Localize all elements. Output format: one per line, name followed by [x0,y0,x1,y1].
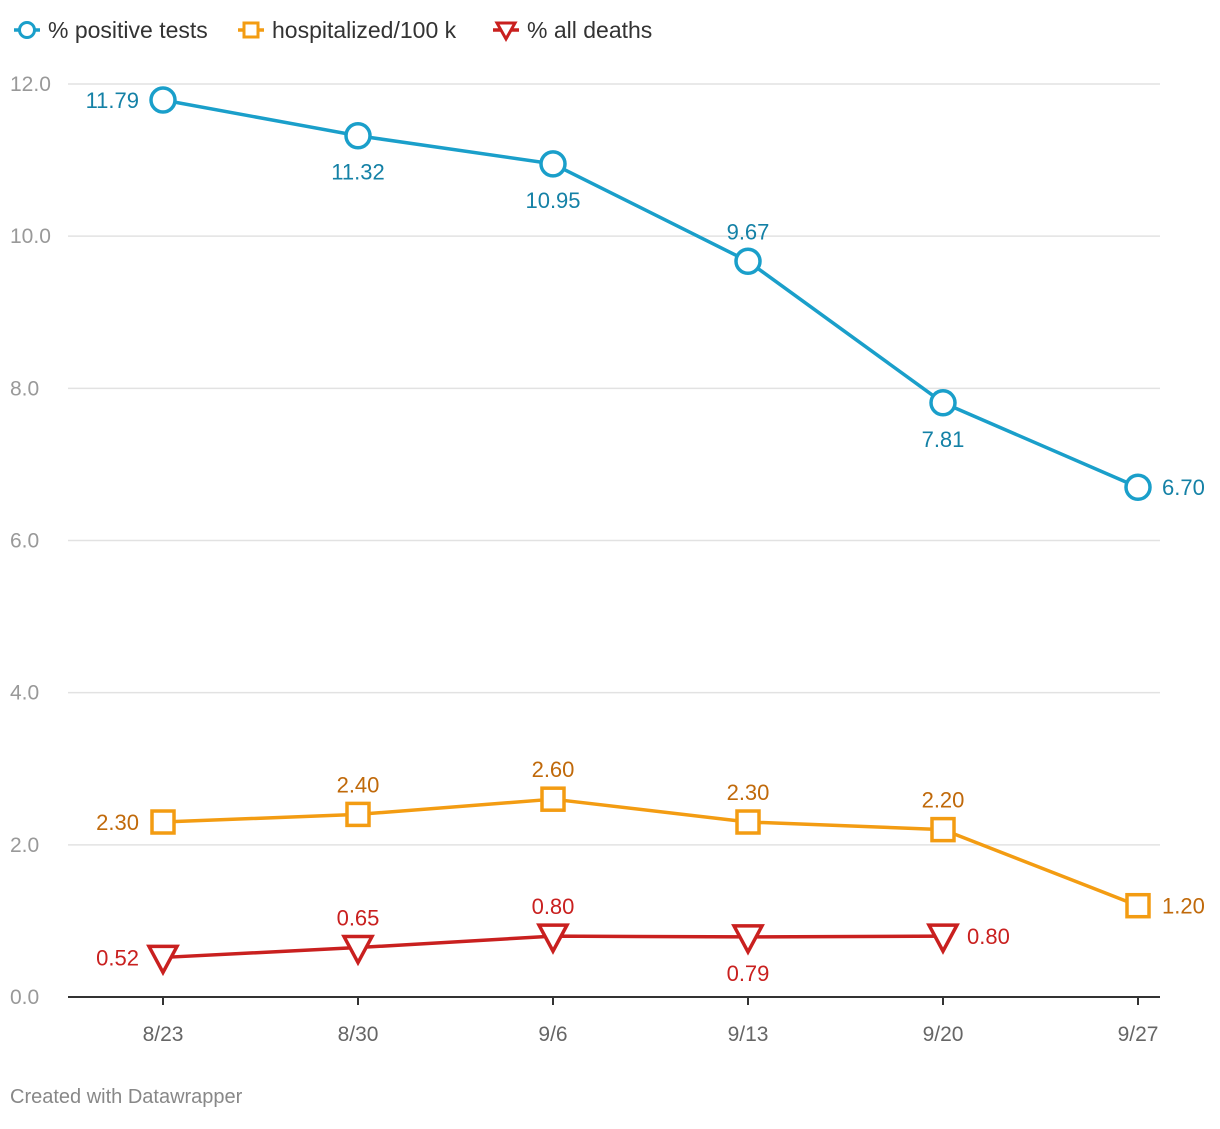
data-point [345,801,371,828]
y-tick-label: 2.0 [10,834,39,857]
data-label: 2.60 [532,757,575,782]
data-point [929,389,957,417]
legend-circle-icon [18,21,36,39]
data-point [930,816,956,843]
data-point [731,924,765,956]
legend-label: hospitalized/100 k [272,17,457,43]
legend-label: % positive tests [48,17,208,43]
data-label: 9.67 [727,219,770,244]
legend: % positive tests hospitalized/100 k % all … [14,17,652,43]
y-tick-label: 4.0 [10,682,39,705]
data-label: 1.20 [1162,894,1205,919]
data-label: 2.30 [96,810,139,835]
data-point [149,86,177,114]
series-line [162,98,1139,489]
data-labels: 11.79 11.32 10.95 9.67 7.81 6.70 2.30 2.40 2.60 2… [86,88,1205,986]
data-point [734,247,762,276]
data-label: 0.52 [96,945,139,970]
y-tick-label: 10.0 [10,225,51,248]
footer-credit: Created with Datawrapper [10,1086,243,1108]
data-point [926,923,960,955]
x-tick-label: 9/27 [1118,1023,1159,1046]
y-axis-ticks: 0.0 2.0 4.0 6.0 8.0 10.0 12.0 [10,73,51,1009]
series-line [162,797,1139,908]
data-point [344,121,372,150]
data-label: 0.80 [532,894,575,919]
x-tick-label: 9/13 [728,1023,769,1046]
data-label: 2.40 [337,772,380,797]
x-tick-label: 9/6 [538,1023,567,1046]
y-tick-label: 12.0 [10,73,51,96]
data-point [540,786,566,812]
data-point [341,934,375,967]
y-tick-label: 0.0 [10,986,39,1009]
data-point [1124,473,1152,501]
legend-item: % all deaths [493,17,652,43]
series-markers [146,86,1152,977]
data-point [1125,892,1151,919]
data-label: 6.70 [1162,475,1205,500]
data-label: 7.81 [922,427,965,452]
gridlines [68,83,1160,846]
data-point [150,809,176,835]
legend-item: hospitalized/100 k [238,17,457,43]
x-axis: 8/23 8/30 9/6 9/13 9/20 9/27 [68,996,1160,1046]
legend-square-icon [242,21,260,39]
data-label: 11.32 [331,160,384,185]
data-label: 0.80 [967,924,1010,949]
data-label: 10.95 [525,188,580,213]
legend-item: % positive tests [14,17,208,43]
x-tick-label: 9/20 [923,1023,964,1046]
data-point [146,944,180,977]
x-tick-label: 8/30 [338,1023,379,1046]
data-label: 0.65 [337,906,380,931]
data-label: 11.79 [86,88,139,113]
data-point [539,150,567,178]
data-label: 2.30 [727,780,770,805]
data-point [536,923,570,955]
data-label: 0.79 [727,961,770,986]
x-tick-label: 8/23 [143,1023,184,1046]
y-tick-label: 8.0 [10,377,39,400]
data-point [735,809,761,835]
legend-label: % all deaths [527,17,652,43]
data-label: 2.20 [922,788,965,813]
series-lines [162,98,1139,960]
legend-triangle-icon [494,21,518,43]
y-tick-label: 6.0 [10,530,39,553]
